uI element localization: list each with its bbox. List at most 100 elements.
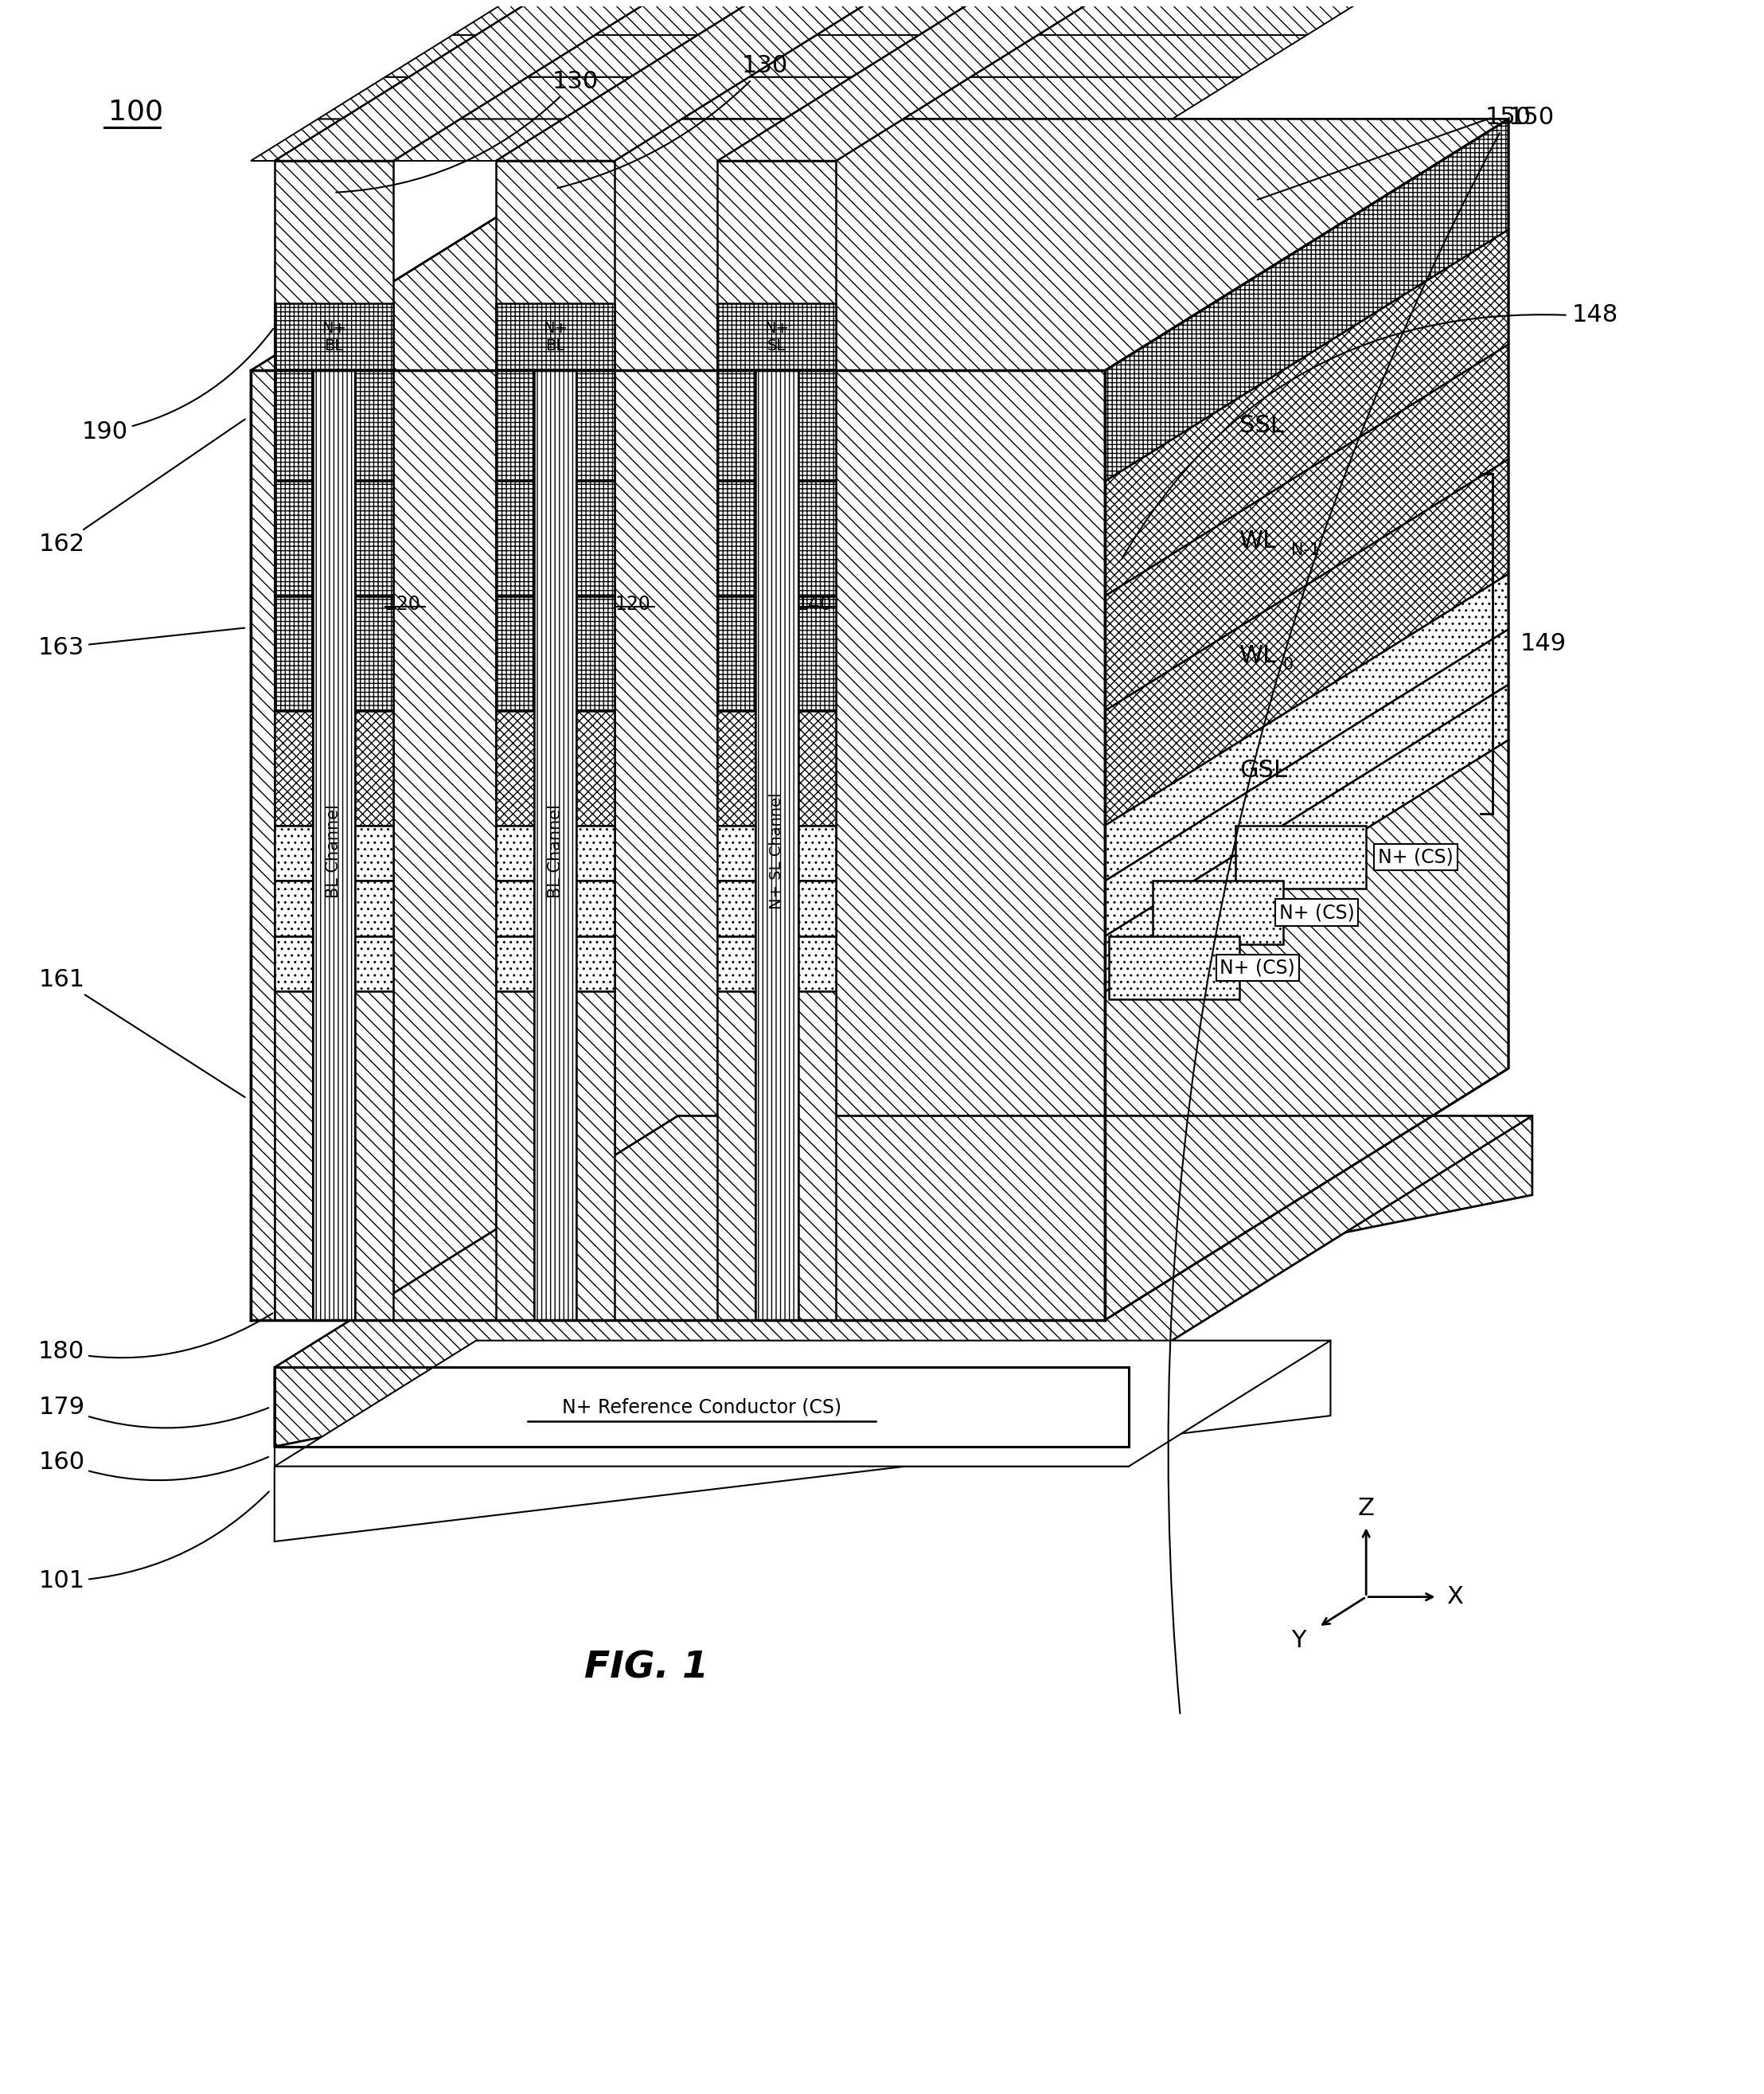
Polygon shape xyxy=(275,882,393,936)
Polygon shape xyxy=(817,203,986,245)
Polygon shape xyxy=(1104,739,1508,1319)
Text: WL: WL xyxy=(1240,530,1277,553)
Text: 160: 160 xyxy=(39,1451,268,1480)
Polygon shape xyxy=(496,161,614,371)
Text: N+ SL Channel: N+ SL Channel xyxy=(769,794,785,909)
Text: Z: Z xyxy=(1358,1497,1374,1520)
Polygon shape xyxy=(729,119,900,161)
Polygon shape xyxy=(587,119,677,161)
Polygon shape xyxy=(1104,119,1508,482)
Text: 120: 120 xyxy=(614,595,651,614)
Polygon shape xyxy=(250,119,342,161)
Text: SSL: SSL xyxy=(1240,415,1284,438)
Polygon shape xyxy=(476,0,662,36)
Polygon shape xyxy=(683,77,852,119)
Polygon shape xyxy=(662,161,833,203)
Polygon shape xyxy=(342,77,527,119)
Text: N+ (CS): N+ (CS) xyxy=(1279,903,1355,921)
Text: N+
BL: N+ BL xyxy=(543,320,568,354)
Polygon shape xyxy=(718,482,836,597)
Polygon shape xyxy=(718,304,836,371)
Polygon shape xyxy=(1104,459,1508,825)
Polygon shape xyxy=(1104,343,1508,710)
Polygon shape xyxy=(318,77,409,119)
Text: 130: 130 xyxy=(335,71,598,193)
Polygon shape xyxy=(919,0,1104,36)
Polygon shape xyxy=(718,882,836,936)
Polygon shape xyxy=(1037,0,1374,36)
Polygon shape xyxy=(496,936,614,993)
Polygon shape xyxy=(250,329,342,371)
Polygon shape xyxy=(520,161,610,203)
Polygon shape xyxy=(1235,825,1365,888)
Polygon shape xyxy=(836,371,1104,1319)
Polygon shape xyxy=(496,0,1018,161)
Text: N+
BL: N+ BL xyxy=(321,320,346,354)
Polygon shape xyxy=(275,825,393,882)
Polygon shape xyxy=(718,371,836,482)
Text: 149: 149 xyxy=(1521,632,1566,655)
Text: 130: 130 xyxy=(557,54,789,188)
Polygon shape xyxy=(460,77,630,119)
Text: 101: 101 xyxy=(39,1491,268,1594)
Polygon shape xyxy=(275,0,797,161)
Polygon shape xyxy=(460,287,630,329)
Text: N+ (CS): N+ (CS) xyxy=(1279,903,1355,921)
Polygon shape xyxy=(594,0,766,36)
Text: 180: 180 xyxy=(39,1313,273,1363)
Polygon shape xyxy=(496,304,614,371)
Text: N+ (CS): N+ (CS) xyxy=(1219,959,1295,978)
Polygon shape xyxy=(817,0,986,36)
Polygon shape xyxy=(630,36,817,77)
Polygon shape xyxy=(527,245,699,287)
Polygon shape xyxy=(452,0,543,36)
Polygon shape xyxy=(1104,574,1508,882)
Text: N+ (CS): N+ (CS) xyxy=(1219,959,1295,978)
Polygon shape xyxy=(496,710,614,825)
Polygon shape xyxy=(970,245,1307,287)
Polygon shape xyxy=(275,161,393,371)
Polygon shape xyxy=(496,482,614,597)
Text: X: X xyxy=(1446,1585,1462,1608)
Polygon shape xyxy=(496,882,614,936)
Text: 148: 148 xyxy=(1572,304,1618,327)
Polygon shape xyxy=(718,597,836,710)
Polygon shape xyxy=(884,161,1053,203)
Text: N+
SL: N+ SL xyxy=(764,320,789,354)
Polygon shape xyxy=(1110,936,1240,999)
Polygon shape xyxy=(496,597,614,710)
Polygon shape xyxy=(718,161,836,371)
Polygon shape xyxy=(275,1116,1533,1367)
Polygon shape xyxy=(970,36,1307,77)
Text: N-1: N-1 xyxy=(1291,542,1319,559)
Polygon shape xyxy=(393,329,563,371)
Polygon shape xyxy=(275,1340,1330,1541)
Polygon shape xyxy=(1104,628,1508,936)
Polygon shape xyxy=(614,119,785,161)
Text: GSL: GSL xyxy=(1240,758,1288,781)
Polygon shape xyxy=(496,119,683,161)
Polygon shape xyxy=(750,245,919,287)
Polygon shape xyxy=(275,1340,1330,1466)
Text: FIG. 1: FIG. 1 xyxy=(584,1650,709,1686)
Polygon shape xyxy=(718,710,836,825)
Polygon shape xyxy=(385,245,476,287)
Polygon shape xyxy=(1152,882,1282,944)
Polygon shape xyxy=(1104,685,1508,993)
Polygon shape xyxy=(852,36,1037,77)
Polygon shape xyxy=(614,371,718,1319)
Polygon shape xyxy=(393,371,496,1319)
Polygon shape xyxy=(755,371,797,1319)
Text: BL Channel: BL Channel xyxy=(326,804,342,898)
Polygon shape xyxy=(452,203,543,245)
Text: Y: Y xyxy=(1291,1629,1305,1652)
Text: 162: 162 xyxy=(39,419,245,557)
Polygon shape xyxy=(312,371,355,1319)
Polygon shape xyxy=(718,0,1240,161)
Polygon shape xyxy=(836,119,1173,161)
Polygon shape xyxy=(496,993,614,1319)
Text: 140: 140 xyxy=(797,595,833,614)
Polygon shape xyxy=(951,119,1120,161)
Polygon shape xyxy=(836,329,1173,371)
Polygon shape xyxy=(750,36,919,77)
